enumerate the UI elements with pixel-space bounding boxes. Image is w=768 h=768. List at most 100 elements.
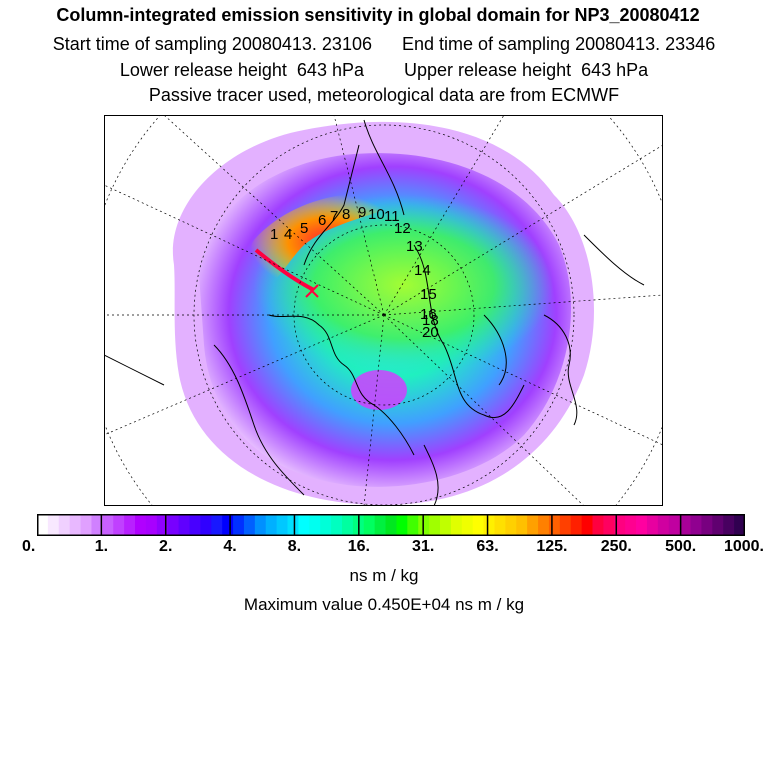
colorbar-swatch [450, 514, 463, 536]
colorbar-swatch [309, 514, 321, 536]
colorbar-swatch [570, 514, 583, 536]
trajectory-label: 1 [270, 226, 278, 243]
trajectory-label: 7 [330, 208, 338, 225]
colorbar-swatch [505, 514, 517, 536]
colorbar-swatch [679, 514, 692, 536]
colorbar-swatch [287, 514, 300, 536]
trajectory-label: 15 [420, 286, 437, 303]
colorbar-swatch [102, 514, 114, 536]
sampling-time-line: Start time of sampling 20080413. 23106 E… [52, 34, 716, 54]
colorbar-swatch [559, 514, 572, 536]
colorbar-swatch [603, 514, 615, 536]
colorbar-swatch [418, 514, 430, 536]
colorbar-swatch [494, 514, 506, 536]
release-point-marker [305, 284, 319, 298]
colorbar-tick-label: 16. [347, 538, 370, 555]
trajectory-label: 14 [414, 262, 431, 279]
colorbar-tick-label: 63. [476, 538, 499, 555]
colorbar-tick-label: 500. [665, 538, 697, 555]
colorbar-swatch [363, 514, 376, 536]
colorbar-swatch [734, 514, 745, 536]
trajectory-label: 13 [406, 238, 423, 255]
sensitivity-peak-region [249, 193, 404, 290]
colorbar-swatch [124, 514, 136, 536]
colorbar-swatch [625, 514, 637, 536]
colorbar-swatch [374, 514, 387, 536]
emission-sensitivity-map: 1 4 5 6 7 8 9 10 11 12 13 14 15 16 18 20 [104, 115, 663, 506]
colorbar-swatch [167, 514, 180, 536]
colorbar-swatch [516, 514, 528, 536]
colorbar-swatch [113, 514, 125, 536]
trajectory-label: 9 [358, 204, 366, 221]
colorbar-swatch [265, 514, 278, 536]
colorbar-swatch [211, 514, 223, 536]
colorbar-swatch [614, 514, 626, 536]
colorbar-swatch [341, 514, 354, 536]
trajectory-label: 16 [420, 306, 437, 323]
trajectory-label: 12 [394, 220, 411, 237]
colorbar-swatch [701, 514, 713, 536]
colorbar-tick-label: 1000. [723, 538, 764, 555]
colorbar-swatch [723, 514, 735, 536]
colorbar-swatch [200, 514, 212, 536]
colorbar-tick-label: 125. [536, 538, 568, 555]
trajectory-label: 6 [318, 212, 326, 229]
colorbar-swatch [712, 514, 724, 536]
colorbar-swatch [429, 514, 441, 536]
colorbar-swatch [385, 514, 398, 536]
colorbar-swatch [657, 514, 670, 536]
colorbar-swatch [243, 514, 256, 536]
colorbar-tick-label: 250. [600, 538, 632, 555]
colorbar-units: ns m / kg [349, 566, 419, 585]
trajectory-label: 10 [368, 206, 385, 223]
trajectory-label: 5 [300, 220, 308, 237]
colorbar-swatch [37, 514, 49, 536]
colorbar-swatch [69, 514, 82, 536]
colorbar-swatch [668, 514, 681, 536]
trajectory-label: 18 [422, 312, 439, 329]
colorbar-swatch [538, 514, 550, 536]
maximum-value-line: Maximum value 0.450E+04 ns m / kg [243, 595, 525, 614]
colorbar-tick-label: 1. [94, 538, 109, 555]
colorbar-swatch [440, 514, 452, 536]
colorbar-swatch [592, 514, 604, 536]
trajectory-label: 8 [342, 206, 350, 223]
colorbar-swatch [461, 514, 474, 536]
colorbar-swatch [636, 514, 648, 536]
figure-title: Column-integrated emission sensitivity i… [56, 5, 700, 25]
colorbar-swatch [320, 514, 332, 536]
colorbar-tick-label: 0. [22, 538, 36, 555]
colorbar-tick-label: 8. [287, 538, 302, 555]
sensitivity-blob [351, 370, 407, 410]
colorbar-swatch [47, 514, 60, 536]
colorbar-swatch [548, 514, 561, 536]
colorbar-swatch [646, 514, 659, 536]
colorbar-swatch [407, 514, 419, 536]
colorbar-swatch [472, 514, 485, 536]
colorbar-swatch [91, 514, 103, 536]
colorbar-swatch [527, 514, 539, 536]
colorbar-swatch [156, 514, 169, 536]
colorbar-swatch [135, 514, 147, 536]
colorbar-swatch [254, 514, 267, 536]
tracer-info-line: Passive tracer used, meteorological data… [148, 85, 620, 105]
colorbar-swatch [189, 514, 201, 536]
colorbar-swatch [276, 514, 289, 536]
coastlines [104, 119, 645, 506]
trajectory-label: 20 [422, 324, 439, 341]
colorbar-tick-label: 31. [412, 538, 435, 555]
colorbar-swatch [690, 514, 703, 536]
colorbar-swatch [58, 514, 71, 536]
colorbar-swatch [581, 514, 594, 536]
colorbar-swatch [145, 514, 158, 536]
trajectory-label: 4 [284, 226, 292, 243]
colorbar-swatch [222, 514, 234, 536]
colorbar-swatch [233, 514, 245, 536]
colorbar-tick-label: 4. [223, 538, 237, 555]
trajectory-label: 11 [384, 208, 400, 225]
colorbar-swatch [396, 514, 408, 536]
colorbar-swatch [483, 514, 496, 536]
release-height-line: Lower release height 643 hPa Upper relea… [119, 60, 649, 80]
sensitivity-green-band [254, 195, 554, 375]
graticule [104, 115, 663, 506]
